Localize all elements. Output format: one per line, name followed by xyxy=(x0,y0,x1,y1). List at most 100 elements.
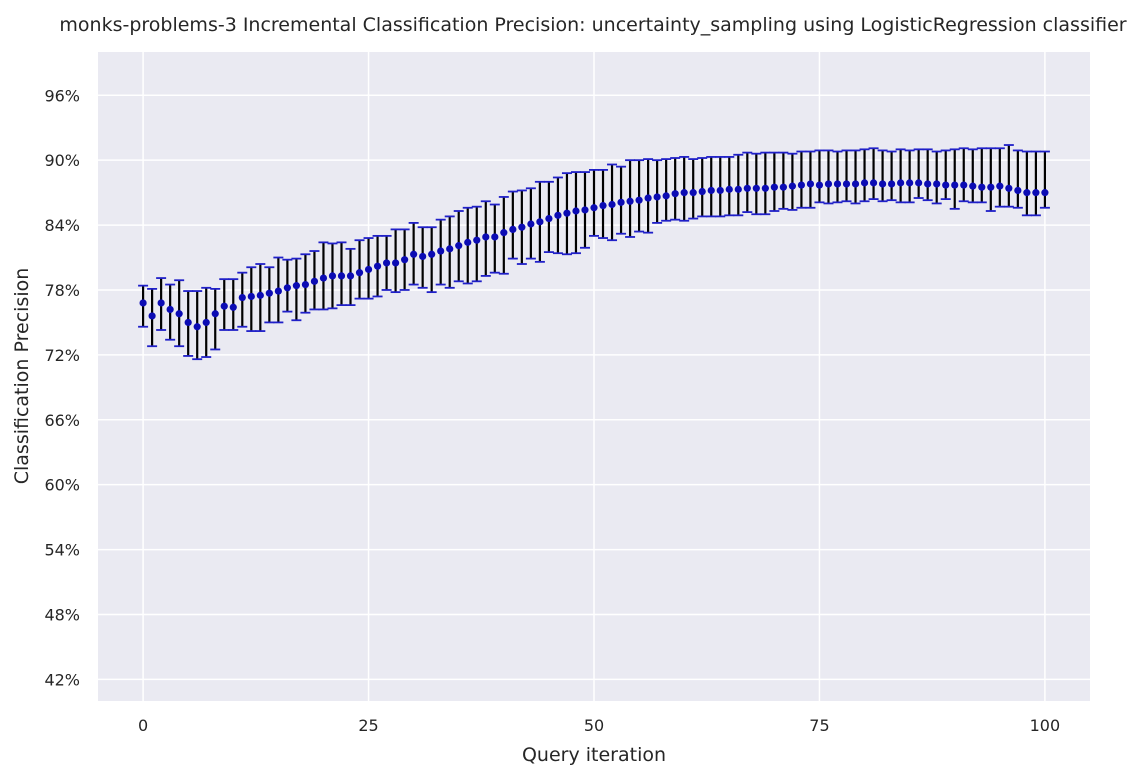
data-point xyxy=(716,186,724,195)
data-point xyxy=(455,242,463,250)
data-point xyxy=(346,272,355,280)
data-point xyxy=(283,284,291,292)
y-tick-label: 78% xyxy=(44,281,80,300)
data-point xyxy=(987,183,995,191)
data-point xyxy=(779,183,787,191)
data-point xyxy=(698,187,706,196)
x-axis-label: Query iteration xyxy=(522,744,666,766)
x-axis-ticks: 0 25 50 75 100 xyxy=(138,716,1060,735)
data-point xyxy=(229,303,237,311)
y-tick-label: 96% xyxy=(44,86,80,105)
data-point xyxy=(842,180,851,188)
data-point xyxy=(878,180,887,188)
data-point xyxy=(833,180,842,188)
data-point xyxy=(364,265,373,274)
data-point xyxy=(328,272,337,280)
data-point xyxy=(401,256,409,264)
data-point xyxy=(680,189,688,197)
data-point xyxy=(193,323,201,331)
data-point xyxy=(301,280,310,289)
x-tick-label: 50 xyxy=(584,716,604,735)
data-point xyxy=(572,207,580,215)
data-point xyxy=(1041,189,1049,197)
data-point xyxy=(256,291,264,299)
data-point xyxy=(337,272,346,280)
data-point xyxy=(355,269,364,277)
y-tick-label: 66% xyxy=(44,411,80,430)
data-point xyxy=(860,179,869,187)
data-point xyxy=(644,194,652,202)
data-point xyxy=(527,220,535,228)
data-point xyxy=(851,180,860,188)
x-tick-label: 75 xyxy=(809,716,829,735)
data-point xyxy=(734,185,742,193)
data-point xyxy=(473,236,481,244)
data-point xyxy=(725,185,733,193)
data-marks xyxy=(138,144,1050,361)
data-point xyxy=(752,184,760,192)
data-point xyxy=(274,287,282,295)
data-point xyxy=(1032,189,1040,197)
data-point xyxy=(238,293,246,302)
data-point xyxy=(743,184,751,192)
data-point xyxy=(824,180,833,188)
data-point xyxy=(797,181,806,189)
y-tick-label: 84% xyxy=(44,216,80,235)
data-point xyxy=(707,186,715,195)
data-point xyxy=(175,310,183,318)
data-point xyxy=(599,201,607,210)
data-point xyxy=(373,262,382,270)
data-point xyxy=(897,179,905,187)
data-point xyxy=(382,259,391,267)
data-point xyxy=(770,183,778,191)
data-point xyxy=(815,181,824,189)
y-axis-label: Classification Precision xyxy=(11,268,33,485)
data-point xyxy=(915,179,923,187)
data-point xyxy=(500,229,508,237)
chart-title: monks-problems-3 Incremental Classificat… xyxy=(59,14,1126,36)
data-point xyxy=(617,198,625,206)
data-point xyxy=(1014,186,1022,195)
data-point xyxy=(933,180,941,188)
data-point xyxy=(942,181,950,189)
data-point xyxy=(464,238,472,246)
y-tick-label: 48% xyxy=(44,605,80,624)
data-point xyxy=(996,182,1004,190)
data-point xyxy=(626,197,634,205)
data-point xyxy=(419,252,427,261)
data-point xyxy=(906,179,914,187)
data-point xyxy=(482,233,490,241)
data-point xyxy=(202,318,210,327)
data-point xyxy=(608,200,616,209)
data-point xyxy=(545,214,553,223)
data-point xyxy=(392,259,400,267)
data-point xyxy=(960,181,968,189)
data-point xyxy=(148,312,156,320)
data-point xyxy=(428,250,436,258)
x-tick-label: 0 xyxy=(138,716,148,735)
data-point xyxy=(563,209,571,217)
series-0 xyxy=(138,144,1050,361)
y-tick-label: 90% xyxy=(44,151,80,170)
data-point xyxy=(139,299,147,307)
data-point xyxy=(166,305,174,314)
data-point xyxy=(653,193,661,201)
y-tick-label: 60% xyxy=(44,476,80,495)
y-tick-label: 72% xyxy=(44,346,80,365)
data-point xyxy=(590,204,598,212)
data-point xyxy=(446,245,454,253)
data-point xyxy=(509,225,517,233)
data-point xyxy=(247,292,255,301)
y-tick-label: 42% xyxy=(44,670,80,689)
x-tick-label: 100 xyxy=(1030,716,1061,735)
data-point xyxy=(211,310,219,318)
data-point xyxy=(220,302,228,310)
data-point xyxy=(869,179,878,187)
data-point xyxy=(689,189,697,197)
data-point xyxy=(1005,184,1013,192)
data-point xyxy=(410,250,418,258)
data-point xyxy=(806,180,815,188)
data-point xyxy=(491,233,499,241)
data-point xyxy=(924,180,932,188)
